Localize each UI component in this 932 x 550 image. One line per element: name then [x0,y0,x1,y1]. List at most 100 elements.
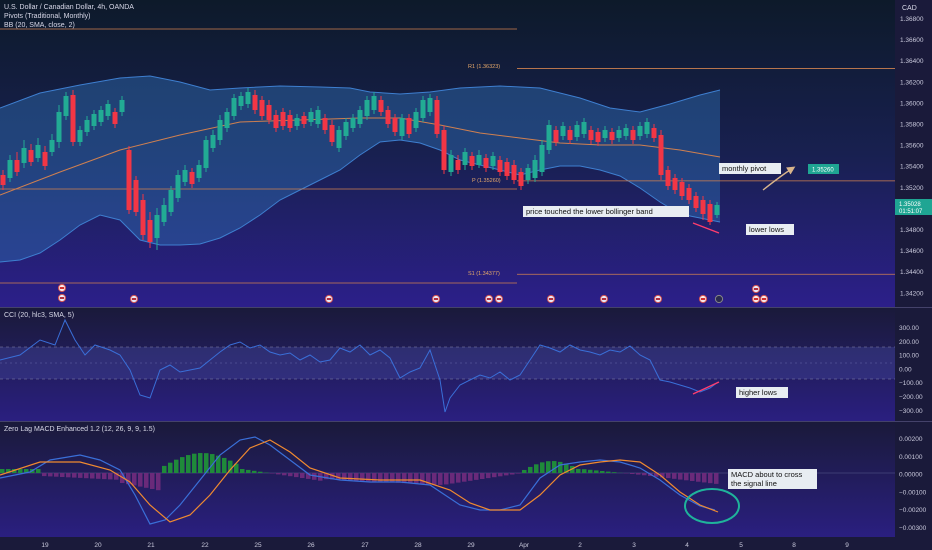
macd-histogram-bar [708,473,713,484]
price-axis-label: 1.35600 [900,143,924,150]
monthly-pivot-box [719,163,781,174]
price-axis-label: 1.35200 [900,185,924,192]
cci-axis-label: −200.00 [899,394,923,401]
macd-histogram-bar [90,473,95,479]
macd-histogram-bar [282,473,287,476]
time-axis-label: 20 [94,542,102,549]
candle-body [203,140,209,168]
macd-histogram-bar [0,469,5,473]
pivot-s1-label: S1 (1.34377) [468,271,500,277]
candle-body [371,96,377,110]
candle-body [315,110,321,124]
current-price-tag [895,199,932,215]
macd-histogram-bar [372,473,377,482]
price-axis-label: 1.35800 [900,122,924,129]
candle-body [245,92,251,104]
candle-body [378,100,384,112]
axes: 1.36800 1.36600 1.36400 1.36200 1.36000 1.358… [41,16,926,549]
candle-body [595,132,601,142]
candle-body [623,128,629,136]
projection-arrow [762,166,796,191]
candle-body [427,98,433,112]
pivots-indicator-title[interactable]: Pivots (Traditional, Monthly) [4,13,91,20]
candle-body [84,120,90,132]
bollinger-bands [0,75,721,263]
candle-body [686,188,692,200]
macd-histogram-bar [144,473,149,488]
lower-band-annotation: price touched the lower bollinger band [526,207,653,216]
cci-title[interactable]: CCI (20, hlc3, SMA, 5) [4,312,74,319]
candle-body [336,130,342,148]
macd-histogram-bar [396,473,401,483]
candle-body [28,150,34,162]
macd-histogram-bar [510,473,515,475]
higher-lows-line [692,381,720,395]
candle-body [231,98,237,116]
candle-body [112,112,118,124]
macd-histogram-bar [156,473,161,491]
macd-histogram-bar [132,473,137,486]
candle-body [14,160,20,172]
flag-stripe [59,297,65,299]
macd-histogram-bar [654,473,659,477]
higher-lows-box [736,387,788,398]
macd-histogram-bar [306,473,311,479]
candle-body [210,135,216,148]
macd-histogram-bar [636,473,641,475]
candle-body [539,145,545,172]
candle-body [105,104,111,116]
macd-histogram-bar [288,473,293,477]
candle-body [357,110,363,124]
cci-axis-label: 200.00 [899,339,919,346]
macd-histogram-bar [78,473,83,478]
candle-body [504,162,510,176]
cci-axis-label: 100.00 [899,353,919,360]
candle-body [238,96,244,106]
candle-body [714,205,720,215]
candle-body [441,130,447,170]
candle-body [707,204,713,222]
macd-histogram-bar [24,469,29,473]
macd-histogram-bar [234,463,239,473]
candle-body [224,112,230,128]
macd-histogram-bar [48,473,53,477]
candle-body [630,130,636,140]
macd-histogram-bar [162,465,167,473]
candle-body [21,148,27,163]
candle-body [350,118,356,128]
macd-histogram-bar [222,457,227,473]
pivot-p-label: P (1.35260) [472,178,501,184]
candle-body [497,160,503,172]
candle-body [588,130,594,140]
chart-symbol-title[interactable]: U.S. Dollar / Canadian Dollar, 4h, OANDA [4,4,134,11]
macd-histogram-bar [342,473,347,481]
macd-histogram-bar [300,473,305,478]
candle-body [476,155,482,165]
bollinger-upper [0,75,721,113]
candle-body [455,160,461,170]
macd-title[interactable]: Zero Lag MACD Enhanced 1.2 (12, 26, 9, 9… [4,426,155,433]
macd-histogram-bar [660,473,665,478]
candle-body [469,156,475,166]
price-axis-bg [895,0,932,550]
price-axis-label: 1.34200 [900,290,924,297]
price-axis-label: 1.34600 [900,248,924,255]
candle-body [147,220,153,242]
candle-body [7,160,13,178]
macd-histogram-bar [294,473,299,478]
candle-body [665,170,671,186]
macd-histogram-bar [384,473,389,483]
macd-histogram-bar [408,473,413,484]
candle-body [0,175,6,185]
macd-histogram-bar [558,461,563,473]
macd-histogram-bar [174,459,179,473]
flag-stripe [655,298,661,300]
bb-indicator-title[interactable]: BB (20, SMA, close, 2) [4,22,75,29]
macd-histogram-bar [480,473,485,479]
macd-histogram-bar [114,473,119,480]
macd-histogram-bar [456,473,461,483]
macd-histogram-bar [612,472,617,473]
price-axis-label: 1.36600 [900,37,924,44]
macd-histogram-bar [102,473,107,480]
candle-body [175,175,181,198]
